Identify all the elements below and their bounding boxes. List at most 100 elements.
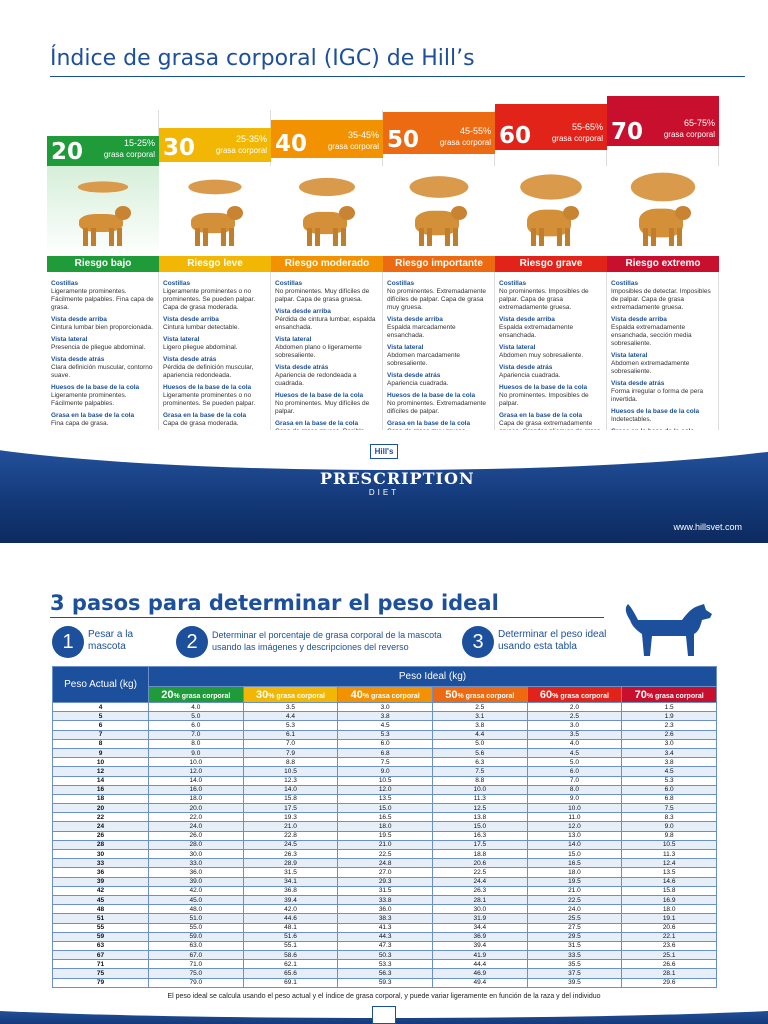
fat-percent-label: grasa corporal xyxy=(439,138,491,147)
ideal-weight-cell: 2.0 xyxy=(526,701,623,713)
current-weight-cell: 30 xyxy=(52,848,149,860)
ideal-weight-cell: 6.0 xyxy=(337,738,433,749)
description-heading: Vista desde atrás xyxy=(51,356,105,363)
ideal-weight-cell: 33.5 xyxy=(526,950,623,961)
ideal-weight-cell: 46.9 xyxy=(431,968,528,979)
fat-description: Costillas No prominentes. Muy difíciles d… xyxy=(275,280,381,444)
current-weight-cell: 8 xyxy=(52,738,149,749)
ideal-weight-cell: 11.0 xyxy=(526,812,623,823)
table-row: 45 45.0 39.4 33.8 28.1 22.5 16.9 xyxy=(52,894,717,906)
hills-logo-small xyxy=(372,1006,396,1024)
description-heading: Vista desde atrás xyxy=(611,380,665,387)
fat-percent-number: 30 xyxy=(255,688,269,701)
ideal-weight-cell: 31.5 xyxy=(337,885,433,896)
ideal-weight-cell: 3.0 xyxy=(337,701,433,713)
description-heading: Costillas xyxy=(611,280,639,287)
ideal-weight-cell: 59.3 xyxy=(337,977,433,989)
ideal-weight-cell: 10.0 xyxy=(148,757,244,768)
fat-percent-suffix: % grasa corporal xyxy=(268,692,326,700)
ideal-weight-cell: 18.8 xyxy=(431,848,528,860)
step-number: 2 xyxy=(176,626,208,658)
description-text: No prominentes. Muy difíciles de palpar.… xyxy=(275,288,370,303)
ideal-weight-cell: 27.5 xyxy=(526,922,623,933)
fat-header: 70 65-75% grasa corporal xyxy=(607,96,719,146)
description-heading: Grasa en la base de la cola xyxy=(499,412,583,419)
header-wedge xyxy=(495,104,607,120)
table-row: 75 75.0 65.6 56.3 46.9 37.5 28.1 xyxy=(52,968,717,979)
ideal-weight-cell: 3.5 xyxy=(526,729,623,740)
description-text: Abdomen plano o ligeramente sobresalient… xyxy=(275,344,362,359)
description-text: Capa de grasa moderada. xyxy=(163,420,239,427)
ideal-weight-cell: 19.5 xyxy=(526,876,623,887)
ideal-weight-cell: 36.9 xyxy=(431,931,528,942)
ideal-weight-cell: 6.0 xyxy=(148,720,244,731)
description-text: Ligero pliegue abdominal. xyxy=(163,344,238,351)
ideal-weight-cell: 2.5 xyxy=(431,701,528,713)
table-row: 14 14.0 12.3 10.5 8.8 7.0 5.3 xyxy=(52,775,717,786)
fat-percent-range: 35-45% xyxy=(347,130,379,140)
table-row: 12 12.0 10.5 9.0 7.5 6.0 4.5 xyxy=(52,766,717,777)
ideal-weight-cell: 3.8 xyxy=(337,711,433,722)
ideal-weight-cell: 7.0 xyxy=(242,738,339,749)
dog-top-view-icon xyxy=(77,181,129,193)
risk-label: Riesgo bajo xyxy=(47,256,159,272)
ideal-weight-cell: 7.5 xyxy=(337,757,433,768)
fat-percent-range: 65-75% xyxy=(683,118,715,128)
ideal-weight-cell: 53.3 xyxy=(337,959,433,970)
ideal-weight-cell: 2.5 xyxy=(526,711,623,722)
description-heading: Vista desde arriba xyxy=(611,316,667,323)
step-text: Determinar el peso ideal usando esta tab… xyxy=(498,629,607,652)
description-text: No prominentes. Imposibles de palpar. xyxy=(499,392,589,407)
ideal-weight-cell: 29.3 xyxy=(337,876,433,887)
current-weight-cell: 36 xyxy=(52,867,149,878)
description-text: Abdomen extremadamente sobresaliente. xyxy=(611,360,690,375)
fat-percent-header: 60% grasa corporal xyxy=(526,686,623,703)
header-wedge xyxy=(383,112,495,124)
ideal-weight-cell: 48.0 xyxy=(148,904,244,915)
steps-rule xyxy=(50,617,604,618)
description-text: Cintura lumbar detectable. xyxy=(163,324,240,331)
dog-illustration xyxy=(47,166,159,258)
ideal-weight-cell: 17.5 xyxy=(242,803,339,814)
ideal-weight-cell: 8.0 xyxy=(148,738,244,749)
table-row: 71 71.0 62.1 53.3 44.4 35.5 26.6 xyxy=(52,959,717,970)
table-row: 55 55.0 48.1 41.3 34.4 27.5 20.6 xyxy=(52,922,717,933)
description-text: Ligeramente prominentes. Fácilmente palp… xyxy=(51,392,127,407)
ideal-weight-cell: 1.9 xyxy=(621,711,717,722)
table-row: 33 33.0 28.9 24.8 20.6 16.5 12.4 xyxy=(52,858,717,869)
dog-side-view-icon xyxy=(407,204,471,248)
description-text: Clara definición muscular, contorno suav… xyxy=(51,364,153,379)
ideal-weight-cell: 4.5 xyxy=(621,766,717,777)
description-heading: Vista lateral xyxy=(163,336,200,343)
fat-description: Costillas Imposibles de detectar. Imposib… xyxy=(611,280,717,452)
description-text: Apariencia cuadrada. xyxy=(499,372,561,379)
logo-product: PRESCRIPTION xyxy=(320,469,475,488)
ideal-weight-cell: 42.0 xyxy=(242,904,339,915)
fat-percent-number: 50 xyxy=(445,688,458,701)
current-weight-cell: 22 xyxy=(52,812,149,823)
ideal-weight-cell: 24.5 xyxy=(242,839,339,851)
ideal-weight-cell: 5.0 xyxy=(148,711,244,722)
current-weight-cell: 42 xyxy=(52,885,149,896)
ideal-weight-cell: 17.5 xyxy=(431,839,528,851)
fat-column: 70 65-75% grasa corporal Riesgo extremo Cost… xyxy=(607,96,719,451)
logo-diet: DIET xyxy=(368,488,400,497)
ideal-weight-cell: 13.0 xyxy=(526,830,623,841)
description-text: Ligeramente prominentes. Fácilmente palp… xyxy=(51,288,154,311)
header-wedge xyxy=(607,96,719,116)
ideal-weight-cell: 41.9 xyxy=(431,950,528,961)
dog-top-view-icon xyxy=(520,174,582,200)
dog-side-view-icon xyxy=(519,204,583,248)
fat-percent-number: 70 xyxy=(634,688,647,701)
ideal-weight-cell: 56.3 xyxy=(337,968,433,979)
ideal-weight-cell: 4.0 xyxy=(526,738,623,749)
ideal-weight-cell: 21.0 xyxy=(526,885,623,896)
ideal-weight-cell: 15.0 xyxy=(431,821,528,832)
ideal-weight-cell: 6.0 xyxy=(621,784,717,795)
step-3: 3 Determinar el peso ideal usando esta t… xyxy=(462,626,622,662)
ideal-weight-cell: 44.4 xyxy=(431,959,528,970)
description-heading: Vista lateral xyxy=(51,336,88,343)
ideal-weight-cell: 26.0 xyxy=(148,830,244,841)
step-2: 2 Determinar el porcentaje de grasa corp… xyxy=(176,626,456,662)
ideal-weight-cell: 6.8 xyxy=(621,793,717,805)
